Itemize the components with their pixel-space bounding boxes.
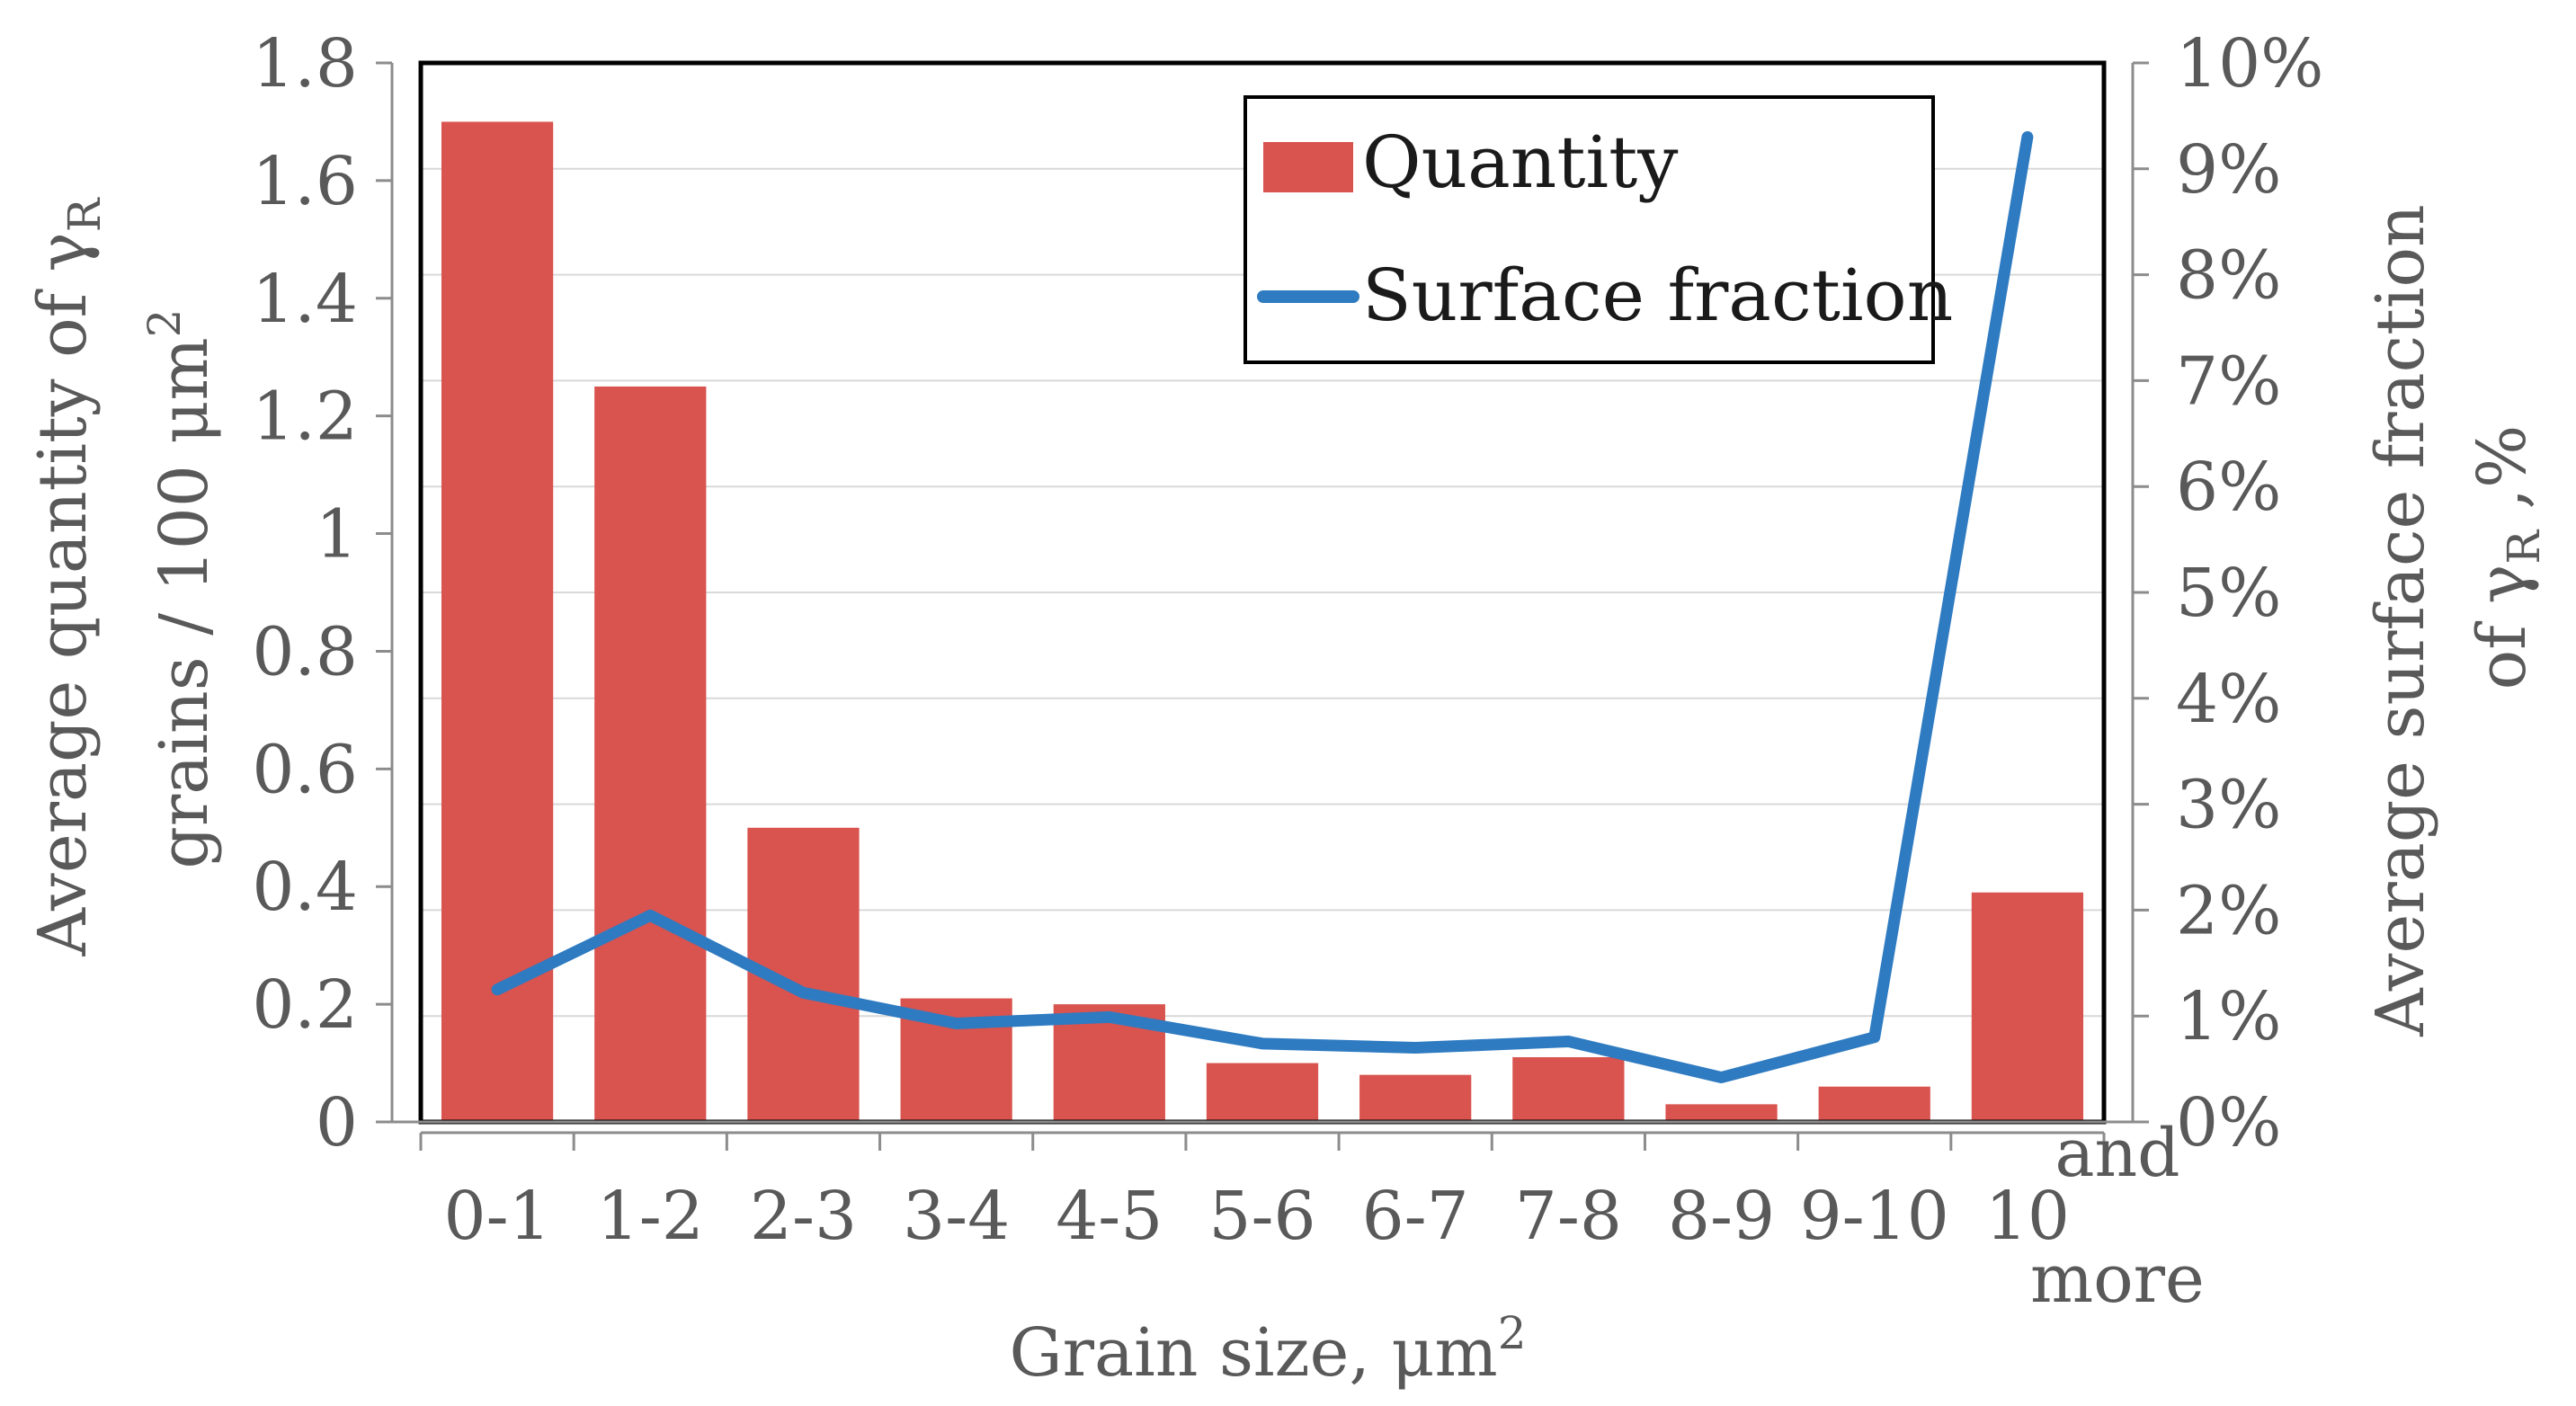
bar-1-2	[594, 386, 707, 1122]
right-axis-title-line1: Average surface fraction	[2362, 204, 2439, 1037]
right-tick-label: 2%	[2176, 872, 2281, 949]
left-tick-label: 1.6	[252, 143, 358, 220]
legend-box	[1243, 95, 1935, 364]
left-axis-tick-labels: 0 0.2 0.4 0.6 0.8 1 1.2 1.4 1.6 1.8	[252, 25, 358, 1161]
right-tick-label: 6%	[2176, 449, 2281, 526]
x-tick-label: 5-6	[1208, 1178, 1315, 1255]
bar-5-6	[1206, 1063, 1319, 1122]
right-tick-label: 4%	[2176, 661, 2281, 738]
right-tick-label: 10%	[2176, 25, 2323, 102]
left-tick-label: 0.6	[252, 731, 358, 808]
legend-label-quantity: Quantity	[1362, 120, 1678, 204]
left-axis-title-line1: Average quantity of γR	[24, 197, 111, 957]
bar-9-10	[1818, 1086, 1930, 1122]
line-series-surface-fraction	[491, 130, 2034, 1084]
legend-label-surface-fraction: Surface fraction	[1362, 254, 1953, 337]
left-tick-label: 1.4	[252, 261, 358, 338]
x-tick-label: 2-3	[750, 1178, 857, 1255]
right-tick-label: 7%	[2176, 343, 2281, 420]
left-tick-label: 0.8	[252, 613, 358, 690]
x-tick-label: 4-5	[1056, 1178, 1163, 1255]
left-tick-label: 0.2	[252, 966, 358, 1044]
right-tick-label: 0%	[2176, 1084, 2281, 1161]
bar-7-8	[1512, 1057, 1625, 1122]
left-tick-label: 0.4	[252, 849, 358, 926]
bar-series-quantity	[441, 121, 2084, 1122]
x-tick-label: 3-4	[903, 1178, 1010, 1255]
right-tick-label: 1%	[2176, 978, 2281, 1055]
right-tick-label: 5%	[2176, 555, 2281, 632]
x-tick-label: 0-1	[444, 1178, 551, 1255]
right-axis-title-line2: of γR ,%	[2464, 425, 2550, 690]
bar-0-1	[441, 121, 554, 1122]
left-tick-label: 0	[316, 1084, 358, 1161]
bar-8-9	[1665, 1104, 1778, 1122]
x-tick-label-extra-bottom: more	[2030, 1241, 2205, 1318]
left-tick-label: 1.8	[252, 25, 358, 102]
x-tick-label: 10	[1985, 1178, 2070, 1255]
left-axis-title-line2: grains / 100 μm2	[138, 309, 223, 869]
legend: Quantity Surface fraction	[1243, 95, 1953, 364]
left-tick-label: 1	[316, 496, 358, 574]
right-tick-label: 3%	[2176, 767, 2281, 844]
bar-10-and-more	[1971, 892, 2084, 1122]
x-tick-label: 7-8	[1515, 1178, 1622, 1255]
x-tick-label: 1-2	[597, 1178, 704, 1255]
axes	[376, 61, 2149, 1151]
x-axis-title: Grain size, μm2	[1010, 1307, 1527, 1392]
x-tick-label: 6-7	[1362, 1178, 1469, 1255]
left-tick-label: 1.2	[252, 378, 358, 456]
legend-swatch-quantity	[1263, 142, 1353, 192]
bar-6-7	[1359, 1074, 1472, 1122]
x-tick-label: 9-10	[1800, 1178, 1949, 1255]
x-tick-label: 8-9	[1668, 1178, 1775, 1255]
right-tick-label: 8%	[2176, 237, 2281, 315]
x-tick-label-extra-top: and	[2055, 1115, 2179, 1192]
right-axis-tick-labels: 0% 1% 2% 3% 4% 5% 6% 7% 8% 9% 10%	[2176, 25, 2323, 1161]
right-tick-label: 9%	[2176, 131, 2281, 209]
